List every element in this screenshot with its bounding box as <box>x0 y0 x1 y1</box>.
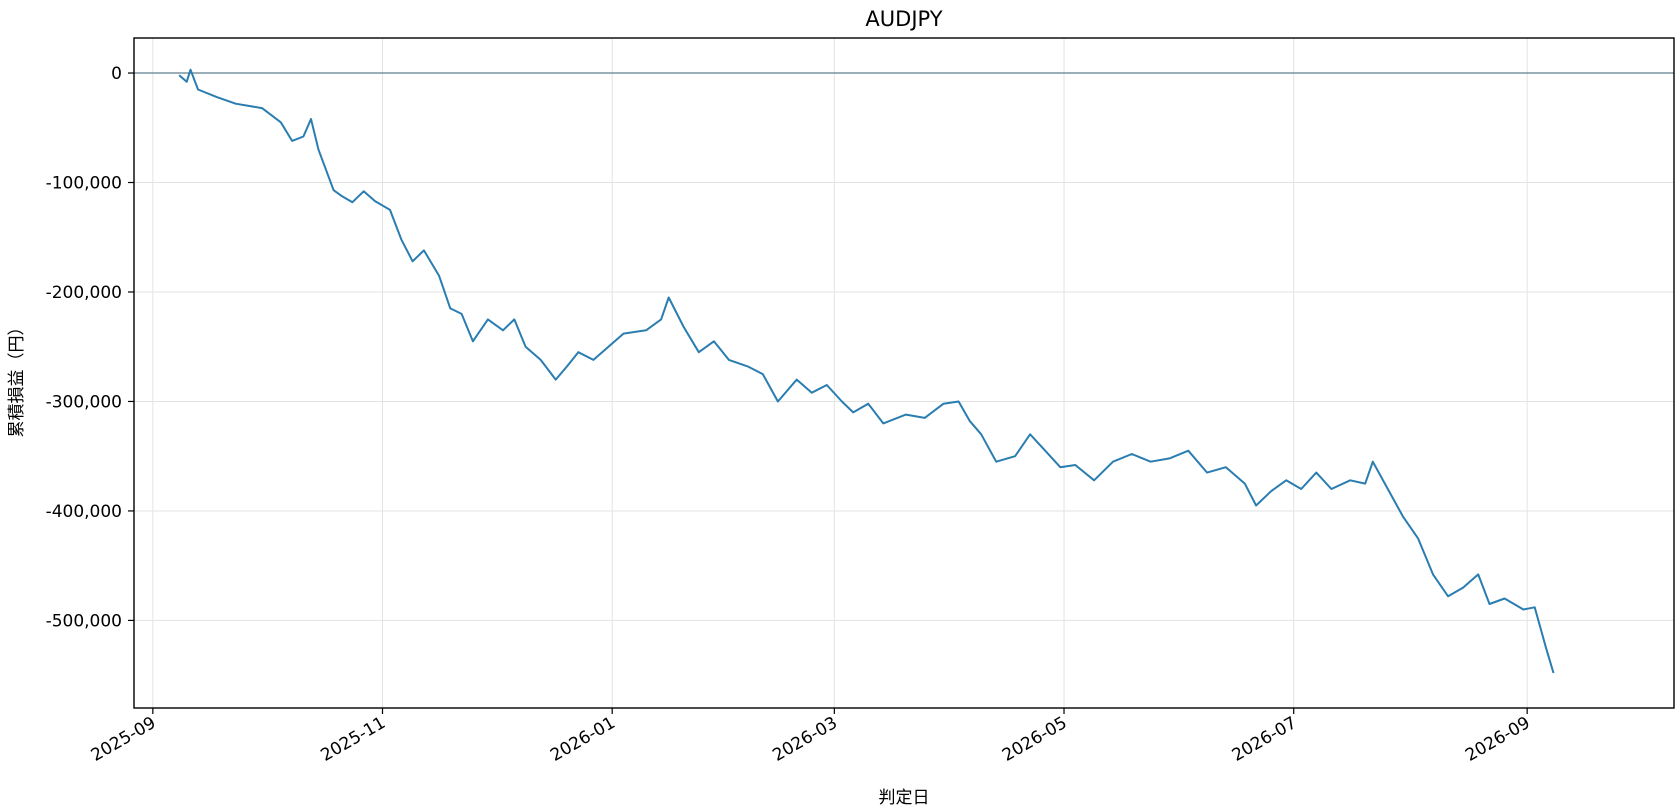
x-tick-label: 2026-07 <box>1229 713 1301 766</box>
x-axis-label: 判定日 <box>879 788 930 808</box>
y-tick-label: 0 <box>111 64 122 84</box>
chart-title: AUDJPY <box>865 7 942 31</box>
x-tick-label: 2025-11 <box>317 713 389 766</box>
series-line <box>178 68 1555 674</box>
y-tick-label: -500,000 <box>46 611 122 631</box>
y-tick-label: -300,000 <box>46 392 122 412</box>
y-axis-label: 累積損益（円） <box>7 319 27 438</box>
y-axis-ticks: 0 -100,000 -200,000 -300,000 -400,000 -500,00… <box>46 64 134 631</box>
y-tick-label: -100,000 <box>46 174 122 194</box>
plot-area-frame <box>133 37 1675 709</box>
grid-lines <box>134 38 1674 708</box>
x-tick-label: 2026-09 <box>1462 713 1534 766</box>
y-tick-label: -200,000 <box>46 283 122 303</box>
x-tick-label: 2026-03 <box>769 713 841 766</box>
x-axis-ticks: 2025-09 2025-11 2026-01 2026-03 2026-05 2026-… <box>88 708 1534 766</box>
x-tick-label: 2026-01 <box>547 713 619 766</box>
x-tick-label: 2025-09 <box>88 713 160 766</box>
y-tick-label: -400,000 <box>46 502 122 522</box>
series-lines <box>178 68 1555 674</box>
x-tick-label: 2026-05 <box>999 713 1071 766</box>
